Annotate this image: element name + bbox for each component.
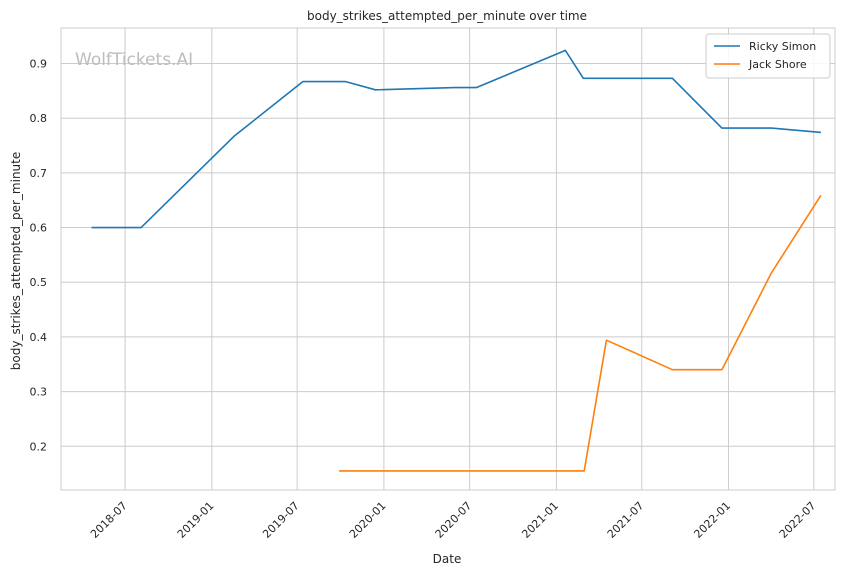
plot-area-frame	[60, 27, 836, 491]
x-tick-label: 2021-01	[519, 499, 561, 541]
series-line-ricky-simon	[91, 49, 821, 229]
y-tick-label: 0.7	[30, 167, 48, 180]
y-tick-label: 0.9	[30, 58, 48, 71]
series-line-jack-shore	[339, 194, 822, 472]
x-tick-label: 2022-01	[691, 499, 733, 541]
x-tick-label: 2018-07	[88, 499, 130, 541]
x-tick-label: 2020-07	[433, 499, 475, 541]
legend-box	[705, 33, 831, 79]
y-tick-label: 0.3	[30, 386, 48, 399]
y-axis-ticks: 0.2 0.3 0.4 0.5 0.6 0.7 0.8 0.9	[30, 58, 48, 454]
legend-label-ricky-simon: Ricky Simon	[749, 40, 816, 53]
x-tick-label: 2021-07	[605, 499, 647, 541]
y-tick-label: 0.6	[30, 222, 48, 235]
y-tick-label: 0.2	[30, 440, 48, 453]
y-tick-label: 0.8	[30, 112, 48, 125]
x-tick-label: 2020-01	[347, 499, 389, 541]
legend: Ricky Simon Jack Shore	[705, 33, 831, 79]
x-axis-ticks: 2018-07 2019-01 2019-07 2020-01 2020-07 2021-…	[88, 499, 818, 541]
y-tick-label: 0.5	[30, 276, 48, 289]
x-tick-label: 2019-07	[260, 499, 302, 541]
y-tick-label: 0.4	[30, 331, 48, 344]
legend-label-jack-shore: Jack Shore	[748, 58, 807, 71]
x-axis-title: Date	[433, 552, 462, 566]
chart-title: body_strikes_attempted_per_minute over t…	[307, 9, 587, 23]
watermark-text: WolfTickets.AI	[75, 50, 193, 70]
grid-lines	[61, 28, 835, 490]
series-lines	[91, 49, 822, 472]
x-tick-label: 2022-07	[777, 499, 819, 541]
x-tick-label: 2019-01	[175, 499, 217, 541]
y-axis-title: body_strikes_attempted_per_minute	[9, 152, 23, 370]
